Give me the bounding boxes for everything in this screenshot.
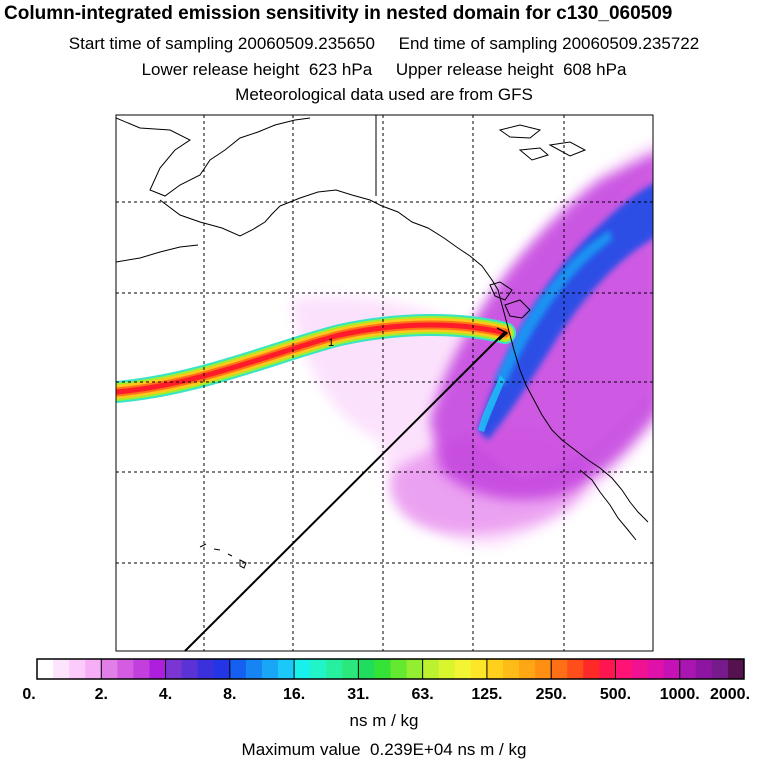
colorbar-swatch <box>374 659 391 679</box>
aleutian-west <box>116 244 199 263</box>
blue-core <box>478 183 653 440</box>
colorbar-swatch <box>245 659 263 679</box>
upper-release-label: Upper release height 608 hPa <box>395 60 627 79</box>
colorbar-swatch <box>310 659 327 679</box>
colorbar-swatch <box>229 659 247 679</box>
colorbar-swatch <box>615 659 633 679</box>
colorbar-swatch <box>535 659 552 679</box>
colorbar-tick-label: 0. <box>22 686 36 703</box>
colorbar-swatch <box>197 659 215 679</box>
colorbar-swatch <box>149 659 167 679</box>
colorbar-tick-label: 125. <box>471 686 503 703</box>
colorbar-swatch <box>711 659 729 679</box>
met-data-label: Meteorological data used are from GFS <box>235 85 533 104</box>
colorbar-swatch <box>454 659 472 679</box>
colorbar-swatch <box>583 659 600 679</box>
colorbar-swatch <box>406 659 424 679</box>
colorbar-swatch <box>53 659 70 679</box>
coastlines <box>116 115 649 569</box>
start-time-label: Start time of sampling 20060509.235650 <box>68 34 376 53</box>
colorbar-swatch <box>679 659 697 679</box>
colorbar-tick-label: 250. <box>535 686 567 703</box>
colorbar-swatch <box>567 659 584 679</box>
colorbar-tick-label: 63. <box>411 686 434 703</box>
end-time-label: End time of sampling 20060509.235722 <box>398 34 700 53</box>
colorbar-swatch <box>486 659 504 679</box>
colorbar-swatch <box>695 659 713 679</box>
colorbar-tick-label: 500. <box>599 686 632 703</box>
colorbar-swatch <box>294 659 311 679</box>
gulf-coast <box>279 189 649 523</box>
colorbar-tick-label: 8. <box>223 686 237 703</box>
graticule <box>116 115 653 651</box>
colorbar-swatch <box>727 659 745 679</box>
lower-release-label: Lower release height 623 hPa <box>141 60 373 79</box>
cyan-core <box>495 230 612 385</box>
colorbar-swatch <box>519 659 536 679</box>
colorbar-swatch <box>101 659 118 679</box>
colorbar-swatch <box>165 659 183 679</box>
colorbar-frame <box>36 658 745 680</box>
colorbar-tick-label: 2. <box>94 686 108 703</box>
colorbar-swatch <box>551 659 568 679</box>
colorbar-swatch <box>37 659 54 679</box>
colorbar-swatch <box>85 659 102 679</box>
colorbar-swatch <box>326 659 343 679</box>
colorbar-swatch <box>502 659 520 679</box>
colorbar-swatch <box>631 659 649 679</box>
trajectory-marker: 1 <box>328 337 334 349</box>
colorbar-swatch <box>117 659 134 679</box>
hawaii-islands <box>199 543 247 569</box>
colorbar-tick-label: 31. <box>347 686 370 703</box>
plume-red <box>116 322 508 395</box>
sampling-time-line: Start time of sampling 20060509.235650 E… <box>0 34 768 54</box>
bc-islands <box>489 281 513 301</box>
colorbar-tick-label: 1000. <box>659 686 700 703</box>
chart-title: Column-integrated emission sensitivity i… <box>4 3 673 24</box>
colorbar-tick-label: 16. <box>282 686 306 703</box>
colorbar-swatch <box>261 659 279 679</box>
colorbar-swatch <box>647 659 665 679</box>
baja-coast <box>579 469 637 541</box>
map-frame <box>115 114 654 652</box>
colorbar-swatch <box>390 659 408 679</box>
alaska-coast <box>116 117 311 197</box>
colorbar-tick-label: 2000. <box>709 686 751 703</box>
vancouver-island <box>504 299 531 319</box>
colorbar-swatch <box>663 659 681 679</box>
colorbar-swatch <box>358 659 375 679</box>
trajectory-line <box>184 331 506 652</box>
colorbar-swatch <box>213 659 231 679</box>
colorbar-swatch <box>69 659 86 679</box>
colorbar-swatch <box>422 659 440 679</box>
colorbar-swatch <box>599 659 616 679</box>
colorbar-swatch <box>133 659 150 679</box>
release-height-line: Lower release height 623 hPa Upper relea… <box>0 60 768 80</box>
max-value-label: Maximum value 0.239E+04 ns m / kg <box>241 740 527 759</box>
alaska-peninsula <box>159 199 281 237</box>
colorbar-swatch <box>278 659 295 679</box>
colorbar-swatch <box>181 659 199 679</box>
colorbar-units: ns m / kg <box>349 711 419 730</box>
colorbar-tick-label: 4. <box>158 686 173 703</box>
arctic-islands <box>498 124 587 161</box>
colorbar-swatch <box>470 659 488 679</box>
release-point <box>496 327 509 341</box>
cyan-core-south <box>478 375 505 432</box>
colorbar-swatch <box>342 659 359 679</box>
colorbar-swatch <box>438 659 456 679</box>
